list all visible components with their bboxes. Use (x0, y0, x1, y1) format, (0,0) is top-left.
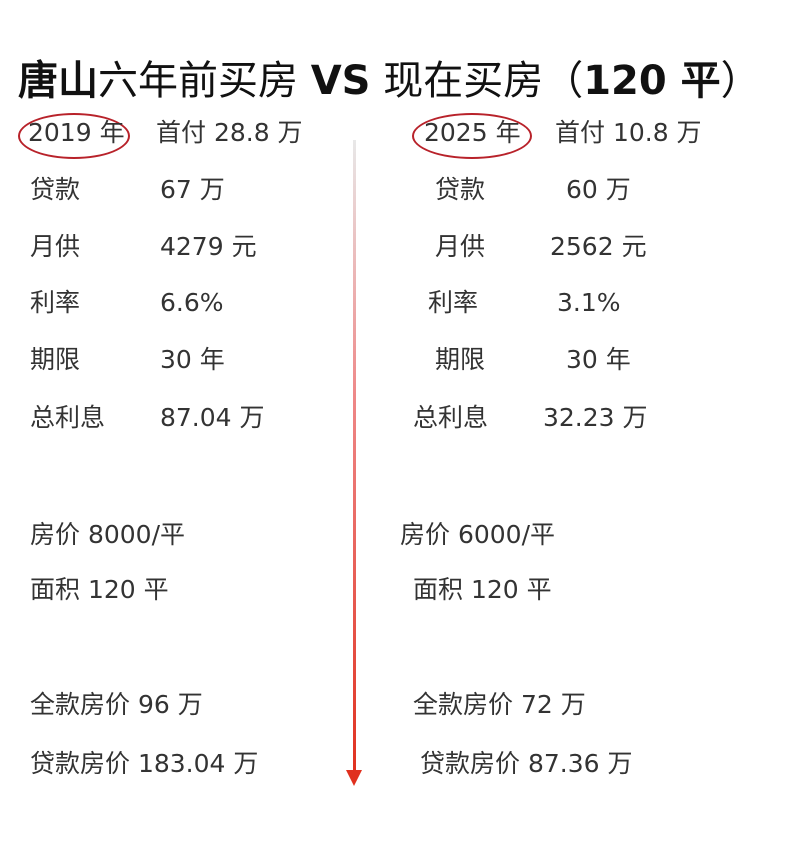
left-label-term: 期限 (30, 345, 81, 374)
left-value-term: 30 年 (160, 345, 225, 374)
title-area: 120 平 (583, 58, 721, 104)
title-before: 六年前买房 (98, 58, 298, 104)
left-label-monthly: 月供 (30, 232, 81, 261)
title-city: 唐山 (18, 58, 98, 104)
left-value-rate: 6.6% (160, 288, 224, 317)
left-full-price: 全款房价 96 万 (30, 690, 203, 719)
right-loan-price: 贷款房价 87.36 万 (420, 749, 633, 778)
right-value-term: 30 年 (566, 345, 631, 374)
left-label-rate: 利率 (30, 288, 81, 317)
left-value-loan: 67 万 (160, 175, 225, 204)
title-paren-close: ） (720, 58, 761, 104)
right-label-term: 期限 (435, 345, 486, 374)
right-year: 2025 年 (424, 118, 521, 147)
page-title: 唐山六年前买房 VS 现在买房（120 平） (18, 48, 761, 106)
right-label-interest: 总利息 (413, 403, 489, 432)
title-now: 现在买房 (383, 58, 544, 104)
left-loan-price: 贷款房价 183.04 万 (30, 749, 259, 778)
divider-arrow-line (353, 140, 356, 780)
right-value-monthly: 2562 元 (550, 232, 647, 261)
right-value-rate: 3.1% (557, 288, 621, 317)
title-vs: VS (310, 58, 371, 104)
left-label-loan: 贷款 (30, 175, 81, 204)
right-label-monthly: 月供 (435, 232, 486, 261)
left-area: 面积 120 平 (30, 575, 169, 604)
right-full-price: 全款房价 72 万 (413, 690, 586, 719)
title-paren-open: （ (543, 58, 584, 104)
left-label-interest: 总利息 (30, 403, 106, 432)
right-label-loan: 贷款 (435, 175, 486, 204)
left-value-monthly: 4279 元 (160, 232, 257, 261)
right-label-rate: 利率 (428, 288, 479, 317)
right-value-interest: 32.23 万 (543, 403, 648, 432)
right-area: 面积 120 平 (413, 575, 552, 604)
right-price: 房价 6000/平 (400, 520, 555, 549)
right-value-loan: 60 万 (566, 175, 631, 204)
right-down-payment: 首付 10.8 万 (555, 118, 702, 147)
year-circle-left (18, 113, 130, 159)
arrow-down-icon (346, 770, 362, 786)
left-price: 房价 8000/平 (30, 520, 185, 549)
left-value-interest: 87.04 万 (160, 403, 265, 432)
year-circle-right (412, 113, 532, 159)
left-down-payment: 首付 28.8 万 (156, 118, 303, 147)
left-year: 2019 年 (28, 118, 125, 147)
